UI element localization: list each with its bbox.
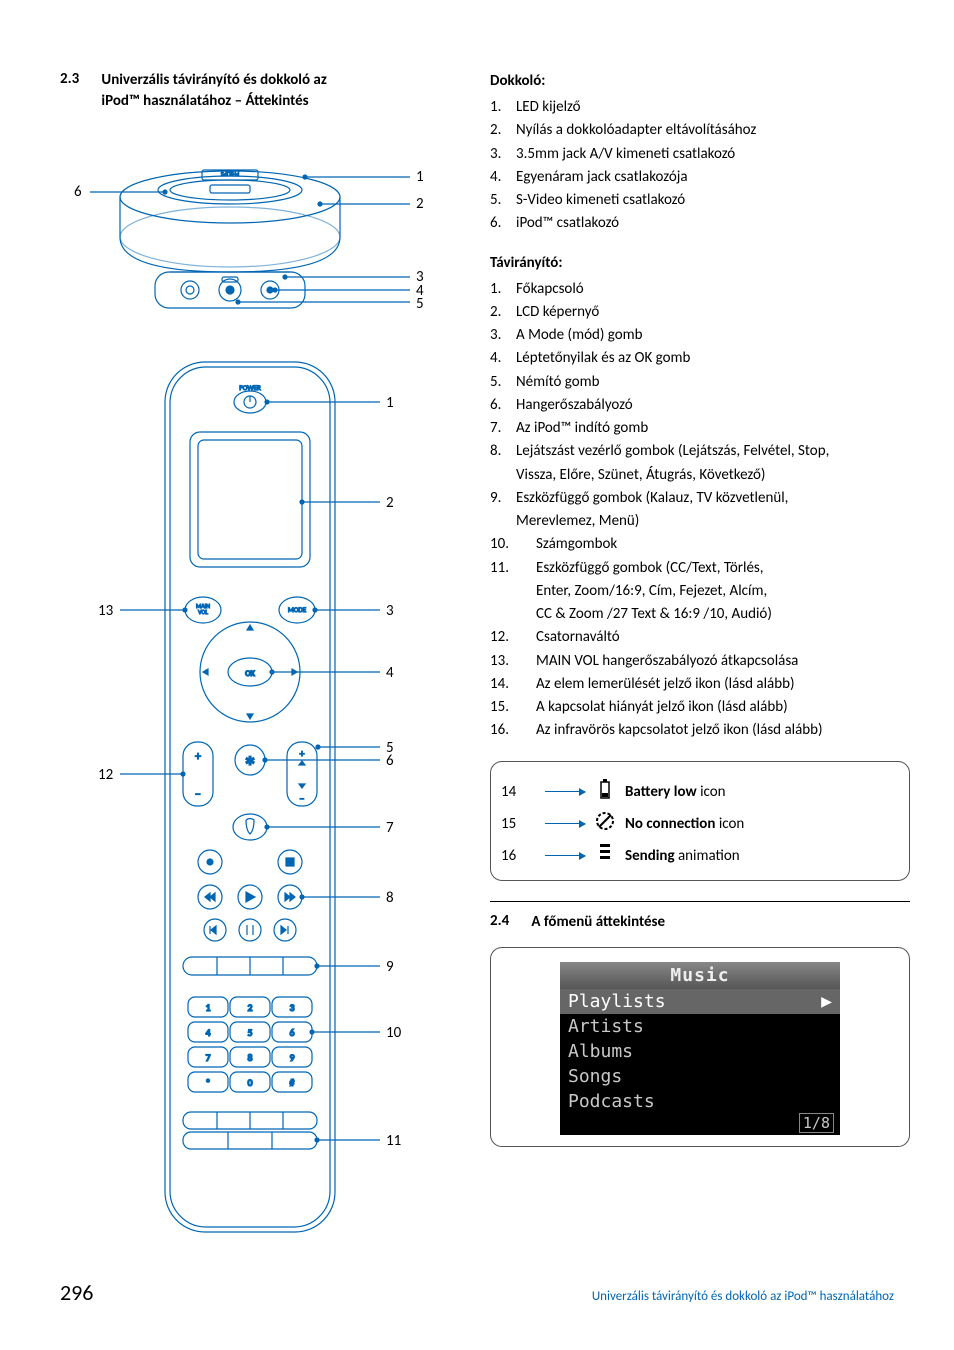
dock-callout-5: 5 [416, 295, 424, 313]
remote-callout-3: 3 [386, 602, 394, 620]
list-item: 2.LCD képernyő [490, 301, 910, 324]
svg-text:−: − [195, 788, 201, 802]
list-item: 4.Léptetőnyilak és az OK gomb [490, 347, 910, 370]
svg-text:4: 4 [205, 1026, 210, 1039]
lcd-menu-row: Playlists▶ [560, 989, 840, 1014]
lcd-menu-row: Albums [560, 1039, 840, 1064]
remote-callout-9: 9 [386, 958, 394, 976]
dock-callout-1: 1 [416, 168, 424, 186]
remote-callout-4: 4 [386, 664, 394, 682]
remote-callout-13: 13 [98, 602, 113, 620]
svg-text:PHILIPS: PHILIPS [221, 170, 239, 178]
no-connection-icon [591, 811, 619, 836]
remote-heading: Távirányító: [490, 254, 910, 272]
remote-callout-8: 8 [386, 889, 394, 907]
arrow-icon [545, 791, 585, 792]
dock-callout-6: 6 [74, 183, 82, 201]
dock-heading: Dokkoló: [490, 72, 910, 90]
svg-text:1: 1 [205, 1001, 210, 1014]
list-item: 3.A Mode (mód) gomb [490, 324, 910, 347]
svg-text:MODE: MODE [288, 605, 307, 614]
section-number: 2.4 [490, 912, 528, 930]
page-footer: 296 Univerzális távirányító és dokkoló a… [60, 1279, 894, 1306]
sending-icon [591, 842, 619, 869]
svg-text:2: 2 [247, 1001, 252, 1014]
list-item: 5.Némító gomb [490, 371, 910, 394]
dock-illustration: PHILIPS [70, 142, 450, 332]
left-column: 2.3 Univerzális távirányító és dokkoló a… [60, 70, 460, 1242]
list-item: 3.3.5mm jack A/V kimeneti csatlakozó [490, 143, 910, 166]
svg-text:−: − [300, 792, 305, 805]
remote-callout-10: 10 [386, 1024, 401, 1042]
svg-text:#: # [290, 1076, 295, 1089]
page-content: 2.3 Univerzális távirányító és dokkoló a… [60, 70, 894, 1242]
lcd-title: Music [560, 962, 840, 989]
lcd-menu-row: Podcasts [560, 1089, 840, 1114]
remote-list: Távirányító: 1.Főkapcsoló2.LCD képernyő3… [490, 254, 910, 743]
lcd-menu-row: Songs [560, 1064, 840, 1089]
list-item: 9.Eszközfüggő gombok (Kalauz, TV közvetl… [490, 487, 910, 510]
remote-callout-7: 7 [386, 819, 394, 837]
arrow-icon [545, 855, 585, 856]
list-item: 7.Az iPod™ indító gomb [490, 417, 910, 440]
svg-text:✱: ✱ [245, 755, 255, 769]
list-item: 6.Hangerőszabályozó [490, 394, 910, 417]
svg-text:7: 7 [205, 1051, 210, 1064]
svg-text:6: 6 [289, 1026, 294, 1039]
section-divider [490, 901, 910, 902]
icon-row-sending: 16 Sending animation [501, 840, 891, 872]
page-number: 296 [60, 1279, 93, 1306]
footer-text: Univerzális távirányító és dokkoló az iP… [592, 1289, 894, 1304]
svg-text:0: 0 [247, 1076, 252, 1089]
dock-callout-2: 2 [416, 195, 424, 213]
list-item: 1.LED kijelző [490, 96, 910, 119]
svg-text:OK: OK [245, 669, 255, 679]
svg-text:+: + [195, 750, 201, 764]
svg-text:8: 8 [247, 1051, 252, 1064]
list-item: 8.Lejátszást vezérlő gombok (Lejátszás, … [490, 440, 910, 463]
list-item: 14.Az elem lemerülését jelző ikon (lásd … [490, 673, 910, 696]
lcd-menu-row: Artists [560, 1014, 840, 1039]
svg-text:*: * [206, 1076, 211, 1089]
list-item: 4.Egyenáram jack csatlakozója [490, 166, 910, 189]
icon-legend-box: 14 Battery low icon 15 No connection ico… [490, 761, 910, 881]
section-2-3-header: 2.3 Univerzális távirányító és dokkoló a… [60, 70, 460, 112]
icon-row-noconn: 15 No connection icon [501, 808, 891, 840]
remote-callout-1: 1 [386, 394, 394, 412]
remote-callout-6: 6 [386, 752, 394, 770]
section-2-4-header: 2.4 A főmenü áttekintése [490, 912, 910, 933]
svg-text:5: 5 [247, 1026, 252, 1039]
list-item: 1.Főkapcsoló [490, 278, 910, 301]
list-item: 6.iPod™ csatlakozó [490, 212, 910, 235]
list-item: 11.Eszközfüggő gombok (CC/Text, Törlés, [490, 557, 910, 580]
list-item: 16.Az infravörös kapcsolatot jelző ikon … [490, 719, 910, 742]
battery-low-icon [591, 778, 619, 805]
remote-callout-2: 2 [386, 494, 394, 512]
list-item: 2.Nyílás a dokkolóadapter eltávolításáho… [490, 119, 910, 142]
right-column: Dokkoló: 1.LED kijelző2.Nyílás a dokkoló… [490, 70, 910, 1242]
section-title: Univerzális távirányító és dokkoló az iP… [101, 70, 421, 112]
remote-callout-12: 12 [98, 766, 113, 784]
lcd-pager: 1/8 [560, 1114, 840, 1135]
remote-illustration: POWER MAIN VOL MODE OK [70, 352, 450, 1242]
list-item: 12.Csatornaváltó [490, 626, 910, 649]
icon-row-battery: 14 Battery low icon [501, 776, 891, 808]
svg-text:9: 9 [289, 1051, 294, 1064]
section-number: 2.3 [60, 70, 98, 88]
list-item: 10.Számgombok [490, 533, 910, 556]
list-item: 15.A kapcsolat hiányát jelző ikon (lásd … [490, 696, 910, 719]
list-item: 13.MAIN VOL hangerőszabályozó átkapcsolá… [490, 650, 910, 673]
section-title: A főmenü áttekintése [531, 912, 851, 933]
list-item: 5.S-Video kimeneti csatlakozó [490, 189, 910, 212]
arrow-icon [545, 823, 585, 824]
lcd-screenshot: Music Playlists▶ArtistsAlbumsSongsPodcas… [560, 962, 840, 1135]
svg-text:3: 3 [289, 1001, 294, 1014]
main-menu-box: Music Playlists▶ArtistsAlbumsSongsPodcas… [490, 947, 910, 1147]
svg-text:VOL: VOL [198, 608, 208, 616]
svg-text:+: + [300, 747, 305, 760]
remote-callout-11: 11 [386, 1132, 401, 1150]
dock-list: Dokkoló: 1.LED kijelző2.Nyílás a dokkoló… [490, 72, 910, 236]
